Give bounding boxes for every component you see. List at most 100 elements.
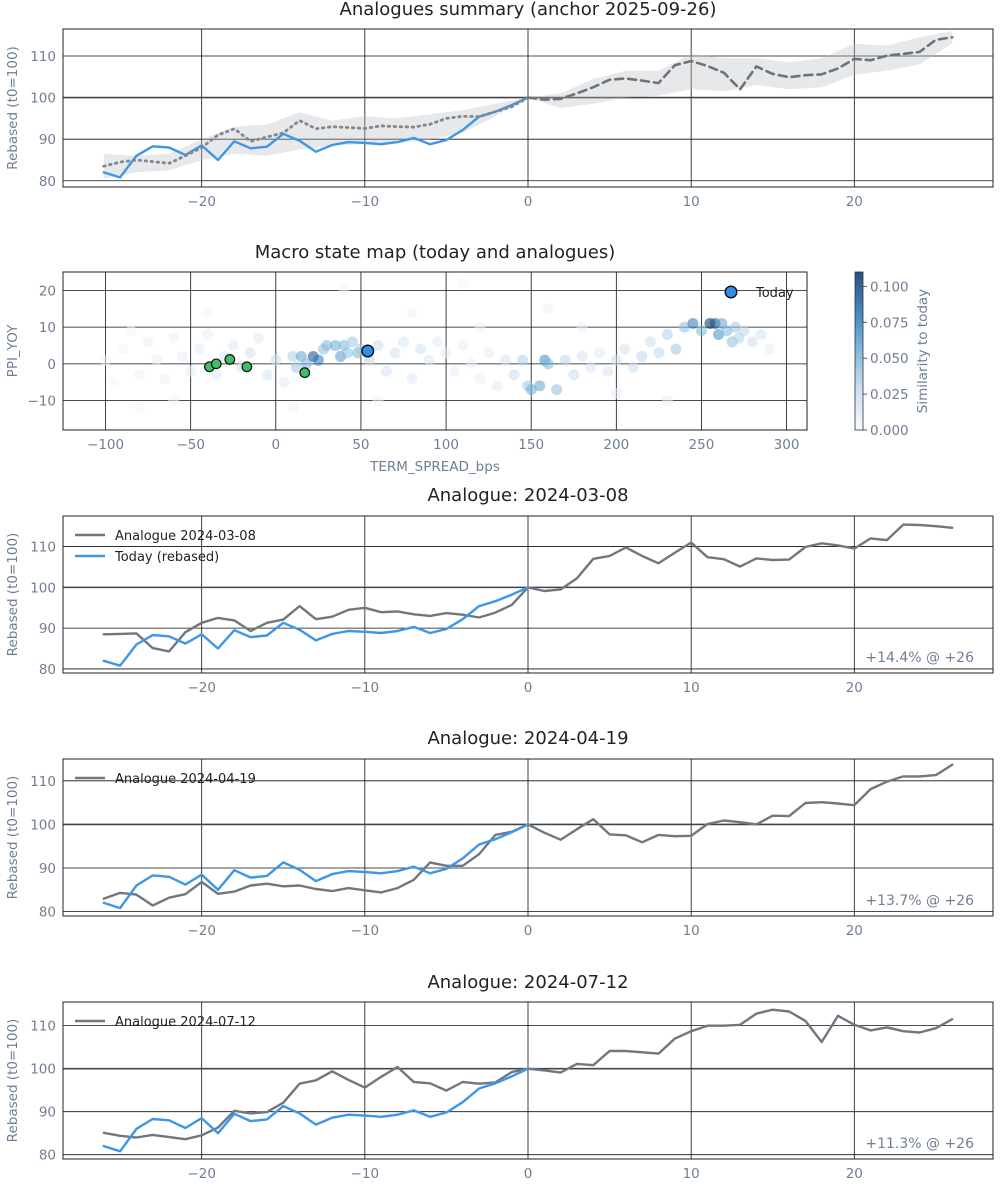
history-point	[551, 384, 563, 396]
history-point	[585, 362, 597, 374]
y-axis-label: Rebased (t0=100)	[5, 46, 21, 170]
y-tick-label: 80	[39, 174, 56, 190]
series-line	[102, 823, 530, 910]
legend-today-label: Today	[755, 286, 794, 301]
y-tick-label: 100	[30, 1062, 56, 1078]
history-point	[576, 351, 588, 363]
history-point	[457, 339, 469, 351]
history-point	[168, 395, 180, 407]
legend-label: Today (rebased)	[114, 550, 219, 565]
y-tick-label: 110	[30, 774, 56, 790]
history-point	[576, 321, 588, 333]
y-tick-label: 90	[39, 1105, 56, 1121]
history-point	[290, 362, 302, 374]
analogue-point	[299, 367, 311, 379]
history-point	[261, 369, 273, 381]
history-point	[432, 336, 444, 348]
x-tick-label: −10	[351, 923, 380, 939]
history-point	[329, 339, 341, 351]
end-return-annotation: +11.3% @ +26	[865, 1136, 974, 1152]
x-tick-label: 0	[524, 1166, 533, 1182]
history-point	[695, 325, 707, 337]
history-point	[661, 328, 673, 340]
history-point	[312, 354, 324, 366]
history-point	[568, 369, 580, 381]
history-point	[610, 354, 622, 366]
x-tick-label: 20	[846, 194, 863, 210]
history-point	[627, 362, 639, 374]
x-tick-label: 20	[846, 923, 863, 939]
history-point	[210, 369, 222, 381]
history-point	[542, 358, 554, 370]
history-point	[300, 358, 312, 370]
history-point	[125, 325, 137, 337]
history-point	[287, 402, 299, 414]
series-line	[526, 35, 954, 101]
history-point	[534, 380, 546, 392]
history-point	[159, 373, 171, 385]
x-tick-label: 10	[683, 1166, 700, 1182]
history-point	[721, 325, 733, 337]
x-tick-label: 50	[352, 437, 369, 453]
y-tick-label: 100	[30, 91, 56, 107]
history-point	[278, 376, 290, 388]
series-line	[102, 96, 530, 179]
history-point	[466, 358, 478, 370]
history-point	[636, 351, 648, 363]
history-point	[602, 365, 614, 377]
x-tick-label: −20	[187, 1166, 216, 1182]
history-point	[406, 306, 418, 318]
today-point	[361, 344, 375, 358]
history-point	[517, 354, 529, 366]
plot-frame	[62, 1001, 994, 1160]
history-point	[363, 354, 375, 366]
x-tick-label: 10	[683, 680, 700, 696]
history-point	[346, 336, 358, 348]
history-point	[738, 325, 750, 337]
history-point	[202, 328, 214, 340]
y-axis-label: Rebased (t0=100)	[5, 1019, 21, 1143]
x-tick-label: 10	[683, 923, 700, 939]
y-tick-label: 90	[39, 621, 56, 637]
history-point	[193, 343, 205, 355]
x-tick-label: −20	[187, 680, 216, 696]
history-point	[542, 303, 554, 315]
history-point	[610, 387, 622, 399]
y-tick-label: 90	[39, 132, 56, 148]
history-point	[406, 373, 418, 385]
x-tick-label: −10	[351, 194, 380, 210]
history-point	[270, 354, 282, 366]
y-tick-label: 20	[39, 283, 56, 299]
plot-frame	[62, 271, 808, 431]
colorbar	[854, 271, 864, 431]
chart-summary: Analogues summary (anchor 2025-09-26) −20…	[5, 0, 994, 210]
history-point	[525, 384, 537, 396]
x-tick-label: −100	[87, 437, 124, 453]
history-point	[440, 347, 452, 359]
y-axis-label: Rebased (t0=100)	[5, 533, 21, 657]
x-tick-label: 0	[524, 680, 533, 696]
history-point	[764, 343, 776, 355]
history-point	[593, 347, 605, 359]
plot-frame	[62, 758, 994, 917]
history-point	[483, 347, 495, 359]
history-point	[227, 339, 239, 351]
history-point	[287, 351, 299, 363]
chart-title: Macro state map (today and analogues)	[255, 242, 616, 263]
history-point	[372, 339, 384, 351]
analogue-point	[241, 361, 253, 373]
analogue-point	[224, 354, 236, 365]
x-tick-label: 20	[846, 1166, 863, 1182]
history-point	[244, 347, 256, 359]
y-axis-label: PPI_YOY	[5, 324, 21, 377]
history-point	[341, 347, 353, 359]
history-point	[508, 369, 520, 381]
x-tick-label: −10	[351, 680, 380, 696]
history-point	[644, 336, 656, 348]
x-tick-label: −20	[187, 194, 216, 210]
plot-frame	[62, 515, 994, 674]
analogue-point	[210, 358, 222, 370]
series-line	[102, 586, 530, 667]
history-point	[653, 347, 665, 359]
